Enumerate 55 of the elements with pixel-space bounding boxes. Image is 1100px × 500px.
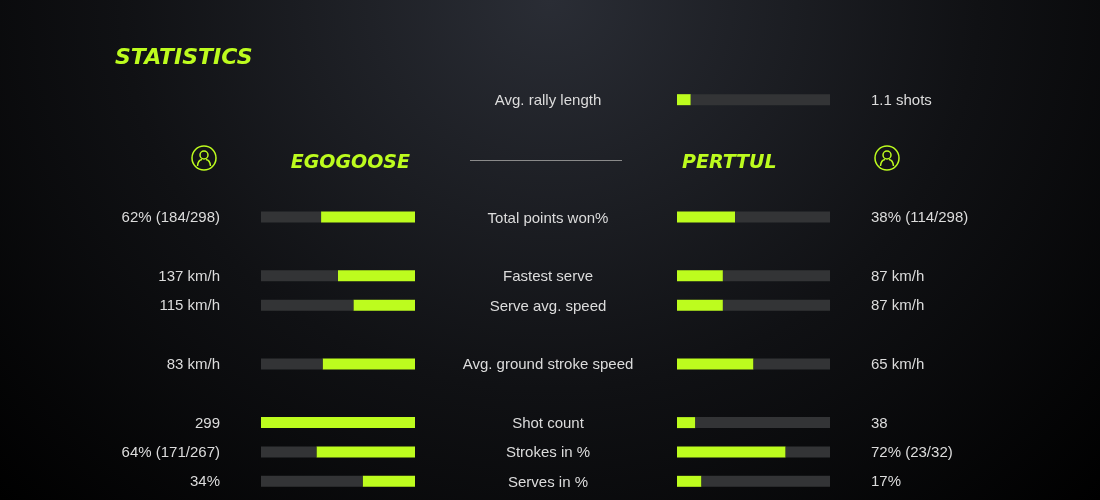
text: 64% (171/267) [121,442,220,461]
bar [338,270,415,282]
bar [362,475,415,487]
bar [321,211,415,223]
text: 83 km/h [166,354,220,373]
bar [735,211,830,223]
bar [722,270,830,282]
bar [261,270,338,282]
y-tick-label: Shot count [512,414,585,432]
bar [695,417,830,429]
text: 115 km/h [159,296,220,315]
bar [690,94,830,106]
bar [753,358,830,370]
text: 38 [871,413,888,432]
chart-title: STATISTICS [115,43,253,69]
y-tick-label: Avg. ground stroke speed [462,355,634,373]
text: 137 km/h [158,266,220,285]
text: 65 km/h [871,354,925,373]
y-tick-label: Serves in % [507,472,589,490]
bar [353,299,415,311]
bar [677,299,723,311]
bar [701,475,830,487]
bar [316,446,415,458]
bar [677,270,723,282]
y-tick-label: Serve avg. speed [489,296,607,314]
bar [677,475,702,487]
bar [677,211,736,223]
bar [677,94,691,106]
text: 87 km/h [871,266,925,285]
text: 34% [189,472,220,491]
bar [677,446,786,458]
y-tick-label: Strokes in % [505,443,591,461]
text: EGOGOOSE [290,149,411,172]
y-tick-label: Fastest serve [502,267,594,285]
text: 299 [194,413,220,432]
bar [785,446,830,458]
bar [261,299,354,311]
y-tick-label: Avg. rally length [494,91,602,109]
text: 62% (184/298) [121,208,220,227]
bar [322,358,415,370]
text: 1.1 shots [871,90,932,109]
bar [677,417,696,429]
bar [722,299,830,311]
bar [261,417,415,429]
text: 72% (23/32) [871,442,953,461]
text: PERTTUL [682,149,777,172]
bar [261,475,363,487]
bar [677,358,754,370]
bar [261,211,322,223]
bar [261,446,317,458]
y-tick-label: Total points won% [487,208,609,226]
text: 17% [871,472,902,491]
bar [261,358,323,370]
text: 38% (114/298) [871,208,969,227]
text: 87 km/h [871,296,925,315]
